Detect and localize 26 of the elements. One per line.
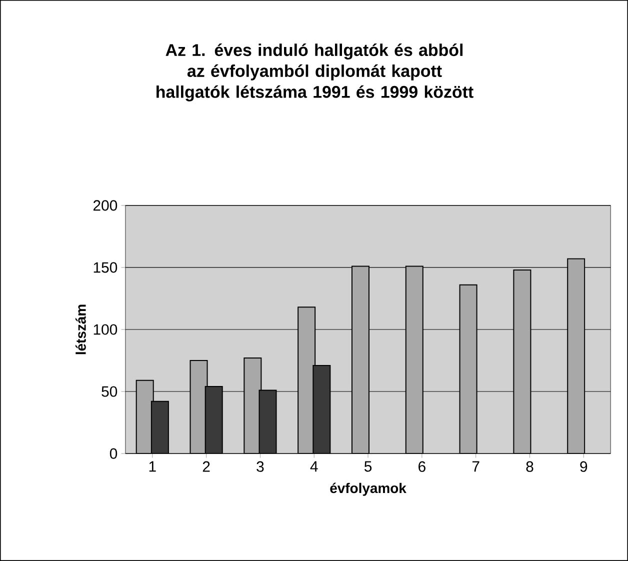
y-tick-label: 200 xyxy=(93,200,118,211)
x-tick-label: 1 xyxy=(149,461,156,472)
x-axis-title: évfolyamok xyxy=(330,482,406,496)
bar xyxy=(567,258,586,454)
bar xyxy=(204,386,223,454)
bar xyxy=(459,284,478,454)
x-tick-label: 8 xyxy=(526,461,534,472)
bar xyxy=(258,390,277,454)
x-tick-label: 5 xyxy=(364,461,372,472)
x-tick-label: 9 xyxy=(580,461,588,472)
x-tick-label: 6 xyxy=(418,461,426,472)
bar xyxy=(513,269,532,454)
x-tick-label: 3 xyxy=(256,461,264,472)
bar xyxy=(312,364,331,454)
y-tick-label: 150 xyxy=(94,262,118,273)
y-tick-label: 0 xyxy=(110,448,118,459)
y-tick-label: 100 xyxy=(94,324,118,335)
bar xyxy=(150,400,169,454)
bar xyxy=(351,266,370,454)
x-tick-label: 4 xyxy=(310,461,318,472)
y-tick-label: 50 xyxy=(102,386,118,397)
x-tick-label: 2 xyxy=(202,461,210,472)
y-axis-title: létszám xyxy=(76,304,86,354)
chart-title: Az 1. éves induló hallgatók és abból az évfolyamból diplomát kapott hallgatók létszáma 1991 és 1999 között xyxy=(156,43,474,102)
x-tick-label: 7 xyxy=(472,461,480,472)
bar xyxy=(405,266,424,454)
